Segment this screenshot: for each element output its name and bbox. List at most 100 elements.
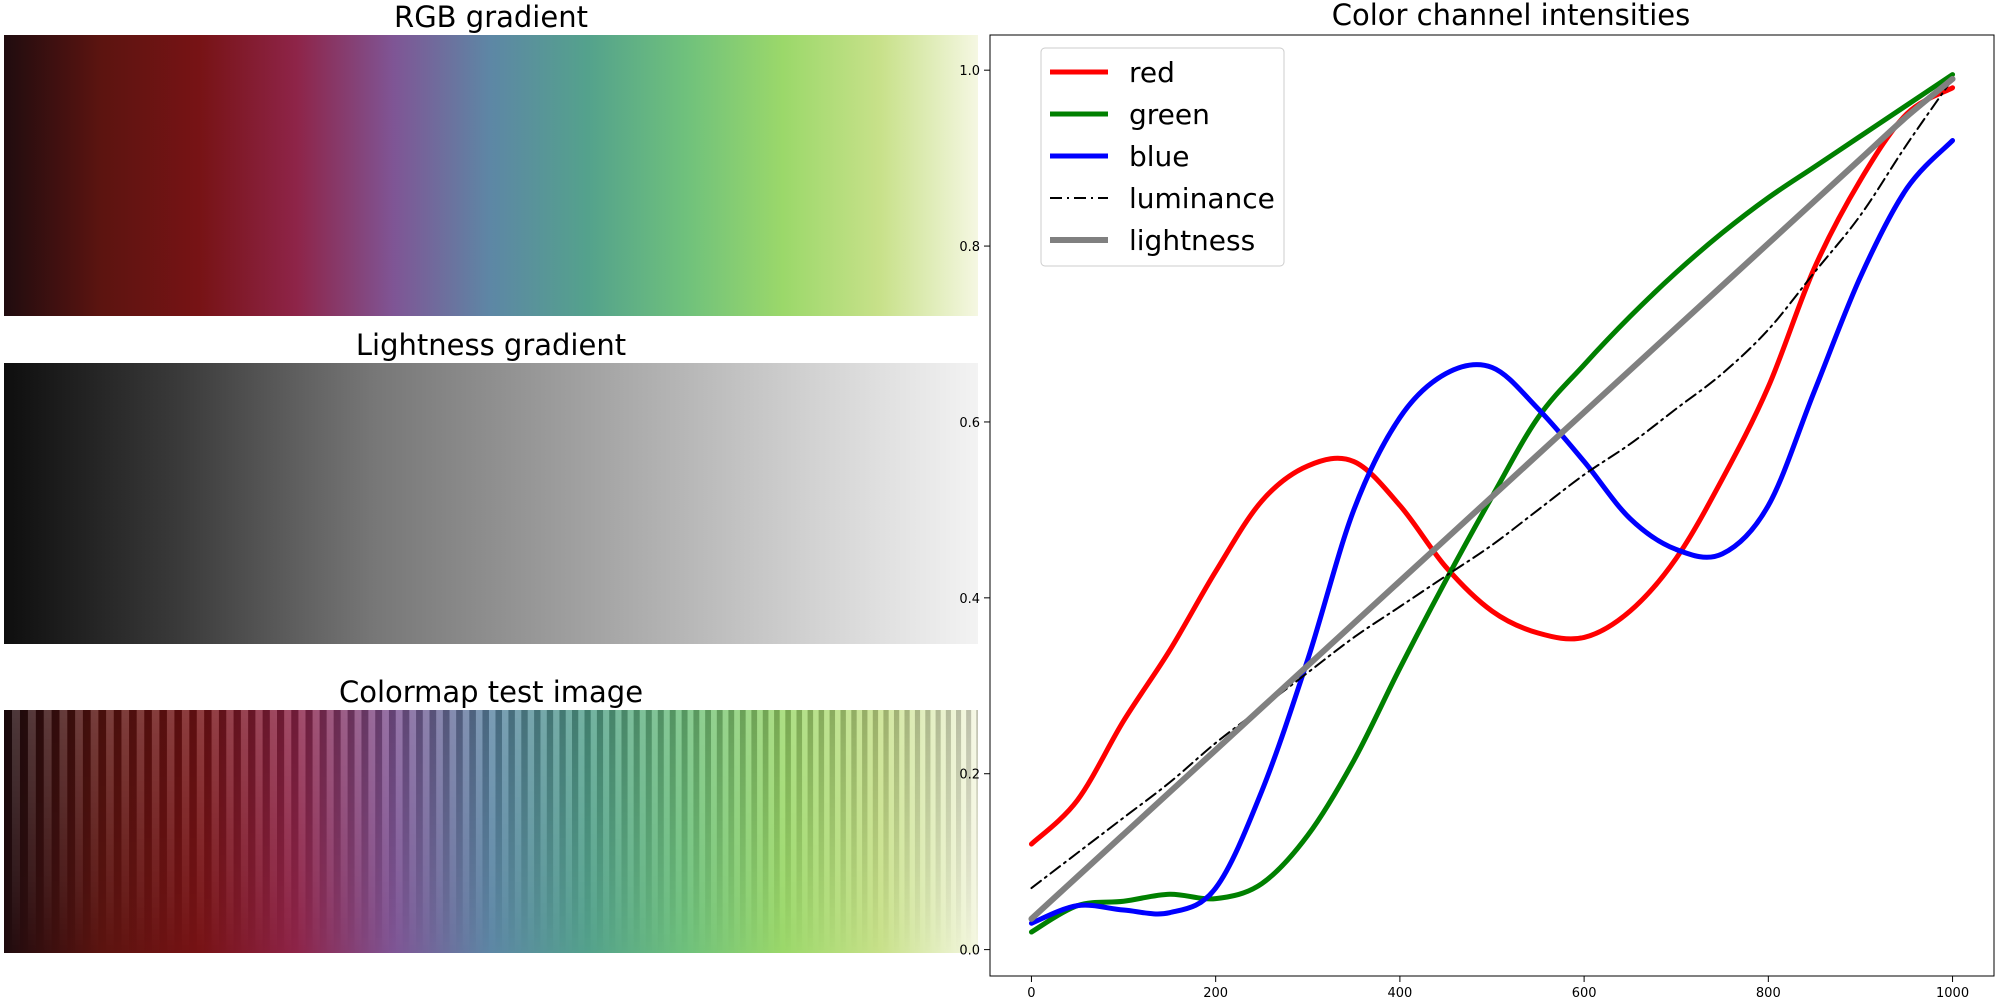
- test-image-stripe: [745, 710, 752, 953]
- test-image-stripe: [326, 710, 334, 953]
- test-image-stripe: [51, 710, 60, 953]
- test-image-stripe: [762, 710, 769, 953]
- test-image-stripe: [395, 710, 403, 953]
- test-image-stripe: [669, 710, 676, 953]
- test-image-stripe: [488, 710, 496, 953]
- x-axis-ticks: 0 200 400 600 800 1000: [1027, 976, 1969, 1000]
- test-image-stripe: [971, 710, 977, 953]
- test-image-stripe: [534, 710, 541, 953]
- legend-label-lightness: lightness: [1129, 224, 1255, 257]
- test-image-stripe: [609, 710, 616, 953]
- test-image-stripe: [159, 710, 167, 953]
- test-image-stripe: [402, 710, 410, 953]
- test-image-stripe: [436, 710, 443, 953]
- test-image-stripe: [416, 710, 423, 953]
- test-image-stripe: [909, 710, 915, 953]
- test-image-stripe: [196, 710, 205, 953]
- test-image-stripe: [565, 710, 573, 953]
- test-image-stripe: [409, 710, 417, 953]
- test-image-stripe: [67, 710, 76, 953]
- test-image-stripe: [615, 710, 622, 953]
- series-line-red: [1028, 85, 1956, 847]
- test-image-stripe: [790, 710, 797, 953]
- test-image-stripe: [255, 710, 263, 953]
- test-image-stripe: [19, 710, 28, 953]
- legend-label-red: red: [1129, 56, 1175, 89]
- test-image-stripe: [166, 710, 175, 953]
- legend-label-blue: blue: [1129, 140, 1190, 173]
- lightness-gradient-strip: [4, 363, 978, 644]
- test-image-stripe: [711, 710, 717, 953]
- test-image-stripe: [779, 710, 786, 953]
- test-image-stripe: [893, 710, 900, 953]
- test-image-stripe: [722, 710, 729, 953]
- test-image-stripe: [501, 710, 509, 953]
- series-line-luminance: [1030, 77, 1954, 890]
- test-image-base: [4, 710, 978, 953]
- test-image-stripe: [508, 710, 515, 953]
- test-image-stripe: [796, 710, 803, 953]
- test-image-stripe: [90, 710, 99, 953]
- test-image-stripe: [27, 710, 36, 953]
- test-image-stripe: [442, 710, 450, 953]
- test-image-stripe: [657, 710, 664, 953]
- test-image-stripe: [851, 710, 857, 953]
- x-tick-label: 400: [1387, 986, 1412, 1000]
- test-image-stripe: [298, 710, 306, 953]
- test-image-stripe: [813, 710, 819, 953]
- y-tick-label: 1.0: [959, 64, 980, 79]
- test-image-stripe: [956, 710, 962, 953]
- test-image-stripe: [4, 710, 12, 953]
- test-image-stripe: [546, 710, 554, 953]
- test-image-stripe: [312, 710, 320, 953]
- test-image-stripe: [181, 710, 190, 953]
- test-image-stripe: [113, 710, 122, 953]
- test-image-stripe: [43, 710, 52, 953]
- legend-label-luminance: luminance: [1129, 182, 1275, 215]
- chart-title: Color channel intensities: [1332, 0, 1690, 32]
- series-line-lightness: [1028, 75, 1956, 922]
- test-image-stripe: [521, 710, 528, 953]
- series-line-green: [1028, 72, 1956, 935]
- test-image-stripe: [883, 710, 889, 953]
- test-image-stripe: [829, 710, 836, 953]
- test-image-stripe: [462, 710, 470, 953]
- x-tick-label: 800: [1756, 986, 1781, 1000]
- test-image-stripe: [774, 710, 780, 953]
- test-image-stripe: [802, 710, 808, 953]
- test-image-stripe: [35, 710, 44, 953]
- test-image-stripe: [856, 710, 863, 953]
- test-image-stripe: [495, 710, 502, 953]
- test-image-stripe: [716, 710, 723, 953]
- test-image-stripe: [681, 710, 688, 953]
- test-image-stripe: [899, 710, 905, 953]
- test-image-stripe: [269, 710, 277, 953]
- test-image-stripe: [482, 710, 489, 953]
- test-image-stripe: [757, 710, 763, 953]
- test-image-stripe: [878, 710, 884, 953]
- y-axis-ticks: 0.0 0.2 0.4 0.6 0.8 1.0: [959, 64, 990, 959]
- test-image-stripe: [12, 710, 20, 953]
- test-image-stripe: [835, 710, 841, 953]
- test-image-stripe: [347, 710, 355, 953]
- test-image-stripe: [284, 710, 292, 953]
- test-image-stripe: [540, 710, 547, 953]
- test-image-stripe: [527, 710, 535, 953]
- test-image-stripe: [627, 710, 634, 953]
- test-image-stripe: [204, 710, 212, 953]
- test-image-stripe: [429, 710, 437, 953]
- test-image-stripe: [291, 710, 299, 953]
- test-image-stripe: [584, 710, 591, 953]
- test-image-stripe: [572, 710, 579, 953]
- test-image-stripe: [514, 710, 522, 953]
- test-image-stripe: [925, 710, 931, 953]
- test-image-stripe: [382, 710, 389, 953]
- test-image-stripe: [945, 710, 951, 953]
- test-image-stripe: [651, 710, 658, 953]
- test-image-stripe: [930, 710, 936, 953]
- test-image-stripe: [422, 710, 430, 953]
- test-image-stripe: [845, 710, 852, 953]
- series-line-blue: [1028, 138, 1956, 926]
- test-image-stripe: [705, 710, 712, 953]
